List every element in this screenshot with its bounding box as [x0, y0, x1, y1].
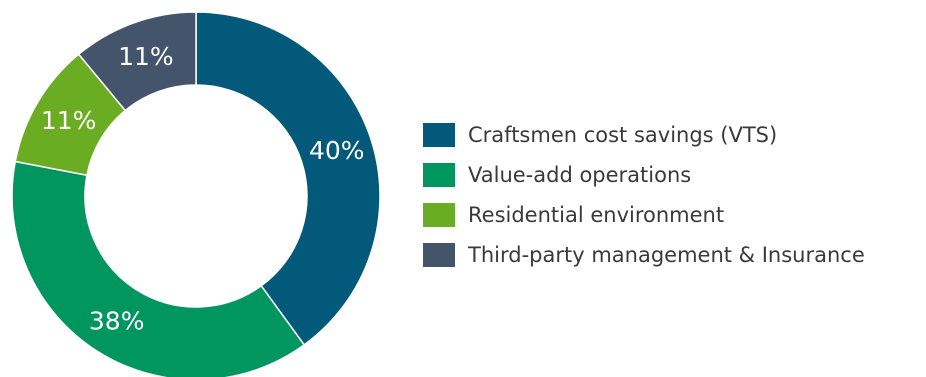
chart-legend: Craftsmen cost savings (VTS) Value-add op… — [423, 115, 865, 275]
pie-slice-0 — [195, 11, 381, 346]
legend-swatch-2 — [423, 203, 455, 227]
pie-slice-3 — [77, 11, 197, 112]
pie-slice-1 — [11, 160, 306, 377]
legend-label-0: Craftsmen cost savings (VTS) — [468, 123, 778, 147]
slice-data-label-3: 11% — [118, 42, 174, 71]
legend-swatch-1 — [423, 163, 455, 187]
legend-item-2: Residential environment — [423, 195, 865, 235]
legend-label-2: Residential environment — [468, 203, 725, 227]
legend-item-0: Craftsmen cost savings (VTS) — [423, 115, 865, 155]
legend-swatch-3 — [423, 243, 455, 267]
legend-label-1: Value-add operations — [468, 163, 692, 187]
legend-label-3: Third-party management & Insurance — [468, 243, 865, 267]
legend-item-1: Value-add operations — [423, 155, 865, 195]
slice-data-label-2: 11% — [41, 106, 97, 135]
legend-item-3: Third-party management & Insurance — [423, 235, 865, 275]
slice-data-label-1: 38% — [89, 306, 145, 335]
legend-swatch-0 — [423, 123, 455, 147]
donut-chart: 40% 38% 11% 11% — [11, 11, 381, 377]
slice-data-label-0: 40% — [309, 136, 365, 165]
